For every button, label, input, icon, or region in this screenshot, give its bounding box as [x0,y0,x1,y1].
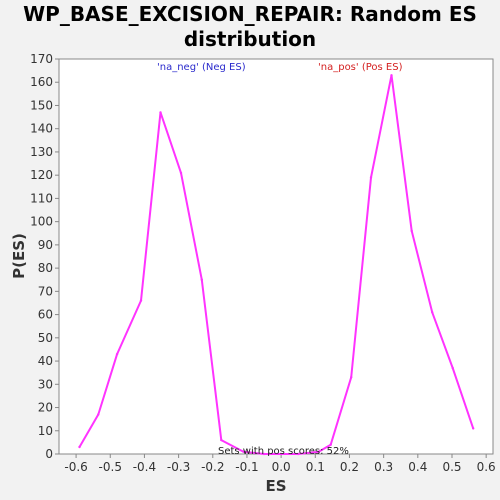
y-tick-label: 120 [30,168,53,182]
y-tick-label: 160 [30,75,53,89]
y-tick-label: 40 [38,354,53,368]
plot-area [58,58,494,455]
y-axis: 0 10 20 30 40 50 60 70 80 90 100 110 120 130 140 150 160… [30,52,59,461]
data-point [78,445,81,449]
annotation-pos-es: 'na_pos' (Pos ES) [318,62,403,73]
y-tick-label: 60 [38,308,53,322]
x-tick-label: 0.3 [374,460,393,474]
x-tick-label: 0.2 [340,460,359,474]
annotation-pos-score-percent: Sets with pos scores: 52% [218,446,349,457]
data-point [220,438,223,442]
x-tick-label: -0.5 [99,460,122,474]
data-point [262,452,266,456]
data-point [115,352,119,356]
data-point [369,176,373,179]
y-tick-label: 170 [30,52,53,66]
y-tick-label: 90 [38,238,53,252]
y-tick-label: 150 [30,98,53,112]
x-tick-label: 0.6 [477,460,496,474]
data-point [97,413,100,416]
y-tick-label: 70 [38,284,53,298]
y-tick-label: 20 [38,401,53,415]
data-point [410,229,413,233]
x-tick-label: 0.1 [306,460,325,474]
annotation-neg-es: 'na_neg' (Neg ES) [157,62,246,73]
data-point [139,299,143,302]
data-point [279,452,283,456]
y-tick-label: 50 [38,331,53,345]
y-tick-label: 100 [30,215,53,229]
data-point [329,443,332,446]
data-point [317,450,320,453]
series-group [78,74,475,456]
y-tick-label: 10 [38,424,53,438]
chart-title: WP_BASE_EXCISION_REPAIR: Random ES distr… [23,2,477,51]
data-point [350,376,353,379]
data-point [431,311,434,314]
y-tick-label: 130 [30,145,53,159]
data-point [451,366,454,370]
y-tick-label: 140 [30,122,53,136]
data-point [472,427,475,430]
y-tick-label: 80 [38,261,53,275]
data-point [200,278,203,281]
x-tick-label: -0.6 [64,460,87,474]
x-tick-label: 0.4 [408,460,427,474]
x-axis: -0.6 -0.5 -0.4 -0.3 -0.2 -0.1 0.0 0.1 0.2 0.3 0.4 0… [64,454,496,474]
data-point [179,171,183,175]
data-point [242,450,245,453]
x-tick-label: -0.2 [201,460,224,474]
x-tick-label: -0.4 [133,460,156,474]
data-point [297,452,300,456]
x-axis-label: ES [265,477,286,495]
y-tick-label: 110 [30,191,53,205]
y-axis-label: P(ES) [10,233,28,279]
data-point [390,74,393,77]
x-tick-label: 0.5 [442,460,461,474]
x-tick-label: 0.0 [272,460,291,474]
x-tick-label: -0.3 [167,460,190,474]
y-tick-label: 30 [38,377,53,391]
y-tick-label: 0 [45,447,53,461]
data-point [159,111,162,114]
x-tick-label: -0.1 [235,460,258,474]
